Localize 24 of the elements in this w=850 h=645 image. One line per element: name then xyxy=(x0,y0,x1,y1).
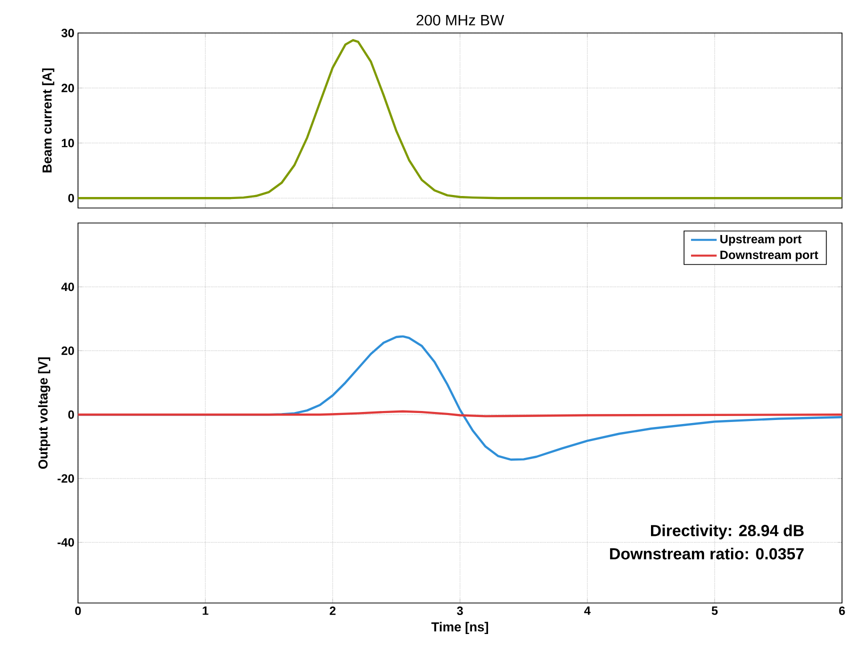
annotation: Downstream ratio: 0.0357 xyxy=(610,548,804,560)
y-tick-label: 20 xyxy=(62,346,74,355)
y-tick-label: 0 xyxy=(68,194,74,202)
x-tick-label: 2 xyxy=(330,606,336,615)
x-tick-label: 3 xyxy=(456,606,463,616)
legend-label: Downstream port xyxy=(720,250,818,262)
y-tick-label: 40 xyxy=(61,282,74,292)
x-axis-title: Time [ns] xyxy=(431,622,488,634)
y-tick-label: 30 xyxy=(61,28,74,38)
annotation: Directivity: 28.94 dB xyxy=(651,524,804,540)
chart-title: 200 MHz BW xyxy=(416,14,504,26)
y-tick-label: 20 xyxy=(62,84,74,92)
x-tick-label: 6 xyxy=(839,606,845,616)
y-tick-label: 10 xyxy=(62,138,74,148)
x-tick-label: 1 xyxy=(202,606,208,615)
x-tick-label: 4 xyxy=(584,606,591,615)
y-axis-title: Beam current [A] xyxy=(42,68,54,172)
y-axis-title: Output voltage [V] xyxy=(38,357,50,469)
legend-label: Upstream port xyxy=(720,235,802,246)
x-tick-label: 5 xyxy=(712,606,718,615)
y-tick-label: -40 xyxy=(58,538,74,547)
y-tick-label: 0 xyxy=(68,410,74,419)
x-tick-label: 0 xyxy=(75,606,81,616)
y-tick-label: -20 xyxy=(58,474,74,483)
